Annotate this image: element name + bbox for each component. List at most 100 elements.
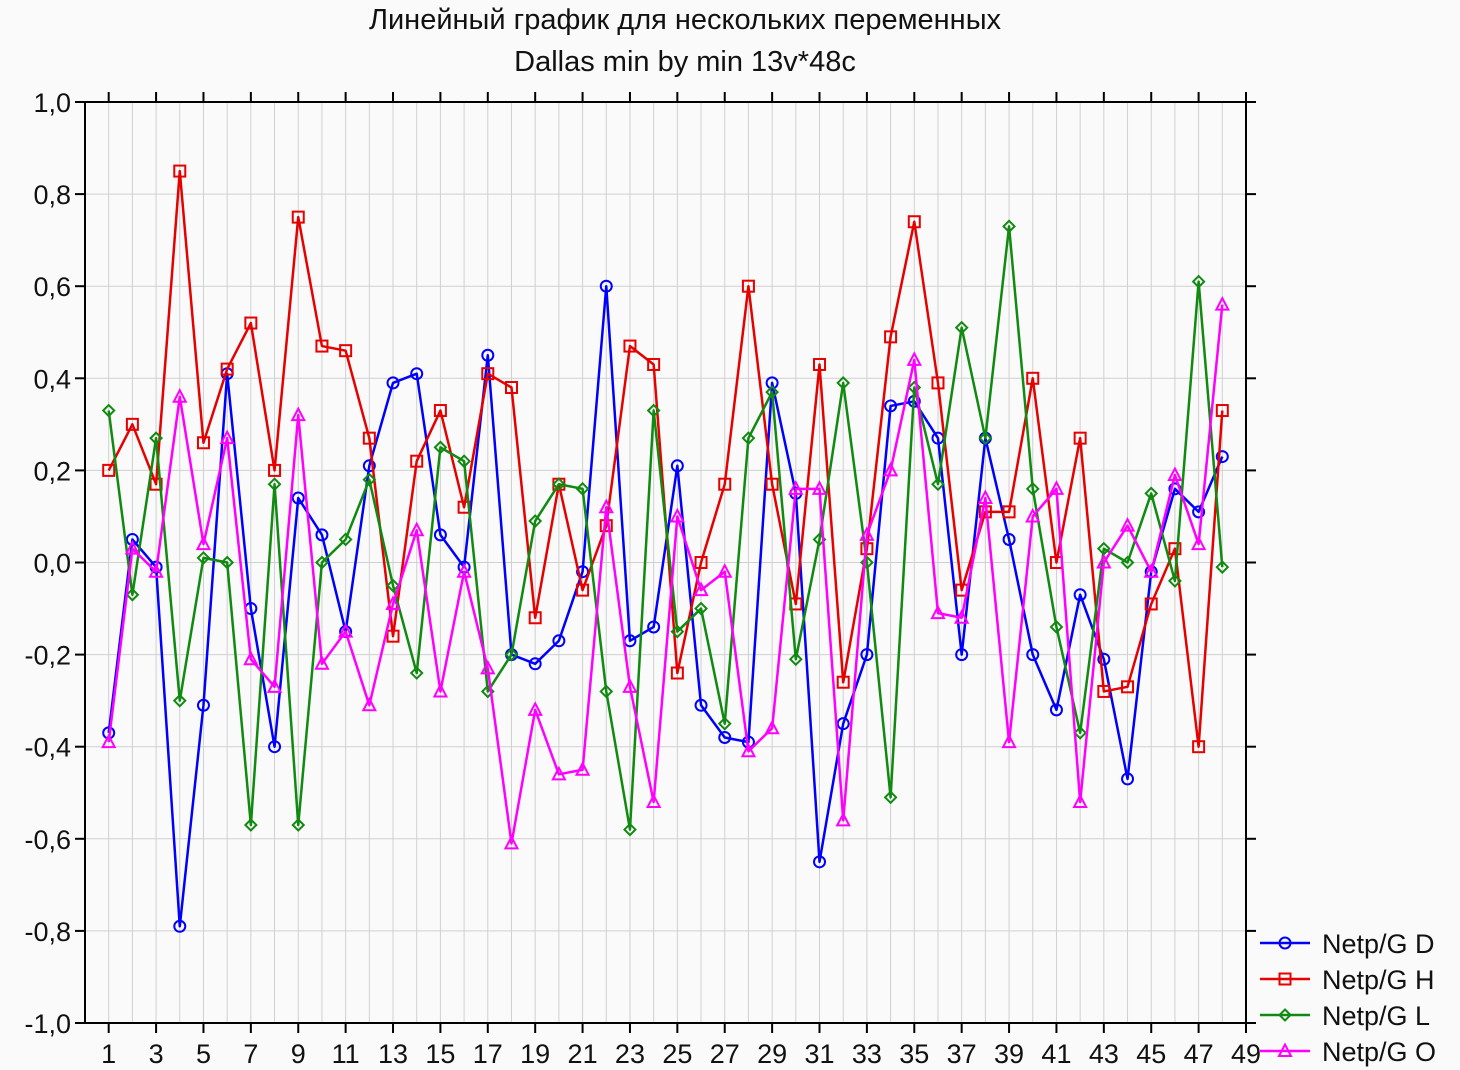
- data-point-triangle: [1167, 466, 1183, 482]
- series-line: [107, 304, 1224, 845]
- data-point-square: [884, 330, 898, 344]
- y-tick-label: -0,8: [24, 917, 71, 947]
- data-point-diamond: [788, 652, 803, 667]
- legend: Netp/G D Netp/G H Netp/G L Netp/G O: [1260, 929, 1436, 1067]
- data-point-triangle: [1025, 507, 1041, 523]
- data-point-diamond: [433, 440, 448, 455]
- x-tick-label: 31: [804, 1039, 834, 1069]
- data-point-triangle: [1096, 553, 1112, 569]
- data-point-circle: [1026, 648, 1040, 662]
- data-point-diamond: [172, 693, 187, 708]
- data-point-diamond: [196, 550, 211, 565]
- data-point-circle: [433, 528, 447, 542]
- data-point-triangle: [432, 682, 449, 698]
- data-point-triangle: [101, 733, 117, 749]
- data-point-circle: [599, 279, 613, 293]
- data-point-diamond: [1049, 620, 1064, 634]
- data-point-square: [1026, 371, 1040, 385]
- data-point-circle: [1049, 703, 1063, 717]
- data-point-diamond: [623, 822, 637, 837]
- data-point-triangle: [124, 540, 141, 555]
- data-point-square: [433, 404, 447, 418]
- data-point-square: [1144, 597, 1158, 611]
- data-point-square: [291, 210, 305, 224]
- data-point-triangle: [788, 480, 804, 495]
- data-point-square: [1121, 680, 1135, 694]
- data-point-triangle: [480, 659, 496, 675]
- y-tick-label: 1,0: [33, 88, 71, 118]
- data-point-square: [670, 666, 684, 680]
- data-point-diamond: [694, 601, 708, 616]
- data-point-triangle: [1048, 480, 1065, 495]
- data-point-triangle: [1072, 793, 1088, 808]
- y-tick-label: 0,2: [33, 456, 71, 486]
- data-point-square: [244, 316, 258, 330]
- data-point-circle: [1192, 505, 1206, 519]
- data-point-triangle: [882, 461, 899, 477]
- data-point-diamond: [717, 716, 732, 731]
- data-point-diamond: [1144, 486, 1159, 501]
- data-point-diamond: [836, 375, 851, 390]
- data-point-circle: [552, 634, 566, 648]
- x-tick-label: 41: [1041, 1039, 1071, 1069]
- data-point-circle: [694, 698, 708, 712]
- data-point-diamond: [362, 472, 377, 487]
- grid-lines: [85, 101, 1246, 1024]
- x-tick-label: 35: [899, 1039, 929, 1069]
- x-tick-label: 13: [378, 1039, 408, 1069]
- data-point-square: [268, 463, 282, 477]
- data-point-circle: [315, 528, 329, 542]
- data-point-square: [315, 339, 329, 353]
- data-point-triangle: [1190, 535, 1207, 551]
- data-point-square: [694, 556, 708, 569]
- data-point-diamond: [338, 532, 353, 547]
- data-point-square: [481, 367, 495, 381]
- data-point-circle: [765, 376, 779, 390]
- x-tick-label: 29: [757, 1039, 787, 1069]
- data-point-triangle: [859, 526, 875, 541]
- data-point-square: [1097, 684, 1111, 698]
- data-point-triangle: [598, 498, 614, 514]
- y-tick-label: 0,4: [33, 364, 71, 394]
- x-tick-label: 39: [994, 1039, 1024, 1069]
- y-tick-label: -0,6: [24, 825, 71, 855]
- data-point-triangle: [243, 650, 259, 666]
- legend-label: Netp/G L: [1322, 1001, 1430, 1031]
- x-tick-label: 1: [101, 1039, 116, 1069]
- data-point-triangle: [906, 351, 922, 366]
- y-tick-label: 0,0: [33, 549, 71, 579]
- data-point-triangle: [409, 521, 425, 537]
- data-point-diamond: [670, 624, 685, 639]
- data-point-diamond: [1191, 274, 1206, 289]
- data-point-square: [836, 675, 850, 689]
- series-layer: [101, 164, 1230, 933]
- axes: -1,0-0,8-0,6-0,4-0,20,00,20,40,60,81,01 3…: [24, 88, 1261, 1069]
- data-point-diamond: [315, 555, 329, 570]
- data-point-triangle: [1214, 295, 1230, 311]
- data-point-square: [576, 583, 590, 597]
- legend-item: Netp/G H: [1260, 965, 1435, 995]
- data-point-circle: [1073, 588, 1087, 602]
- x-tick-label: 23: [615, 1039, 645, 1069]
- data-point-circle: [362, 459, 376, 473]
- data-point-diamond: [883, 790, 898, 805]
- data-point-circle: [860, 648, 874, 662]
- data-point-triangle: [835, 811, 851, 827]
- x-tick-label: 9: [291, 1039, 306, 1069]
- data-point-square: [125, 417, 139, 431]
- data-point-diamond: [551, 477, 566, 492]
- data-point-triangle: [930, 604, 946, 620]
- series-line: [107, 284, 1224, 928]
- data-point-circle: [1278, 936, 1292, 950]
- data-point-square: [907, 215, 921, 229]
- data-point-triangle: [622, 678, 638, 693]
- data-point-diamond: [599, 684, 614, 699]
- data-point-circle: [718, 730, 732, 744]
- data-point-square: [1192, 740, 1206, 754]
- chart-subtitle: Dallas min by min 13v*48c: [514, 46, 856, 78]
- data-point-triangle: [172, 388, 188, 403]
- data-point-triangle: [456, 563, 472, 578]
- data-point-triangle: [385, 595, 401, 610]
- legend-item: Netp/G L: [1260, 1001, 1430, 1031]
- data-point-triangle: [314, 655, 330, 670]
